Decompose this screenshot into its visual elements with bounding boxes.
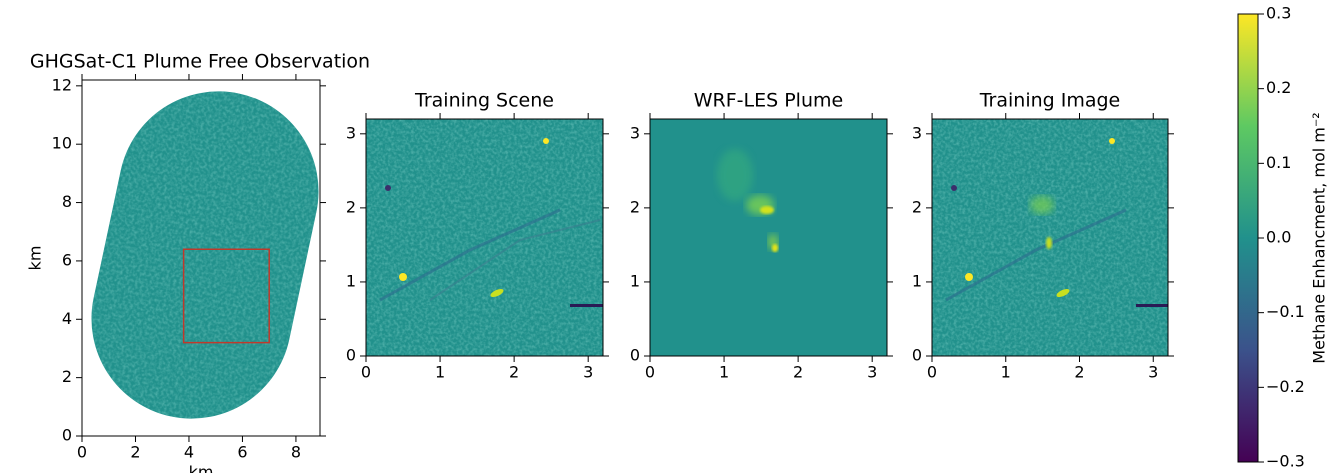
- x-tick-label: 2: [1074, 363, 1084, 382]
- panel-title: Training Scene: [414, 90, 554, 112]
- x-tick-label: 2: [509, 363, 519, 382]
- colorbar-tick-label: −0.1: [1266, 302, 1305, 321]
- x-tick-label: 2: [793, 363, 803, 382]
- axes-frame: [931, 118, 1169, 357]
- y-tick-label: 3: [630, 123, 640, 142]
- x-tick-label: 1: [719, 363, 729, 382]
- panel-title: WRF-LES Plume: [694, 90, 843, 112]
- y-axis-label: km: [26, 246, 45, 271]
- x-tick-label: 2: [130, 443, 140, 462]
- panel-title: GHGSat-C1 Plume Free Observation: [30, 51, 370, 73]
- colorbar-tick-label: −0.2: [1266, 377, 1305, 396]
- swath-image: [91, 91, 319, 419]
- y-tick-label: 0: [62, 426, 72, 445]
- y-tick-label: 3: [912, 123, 922, 142]
- y-tick-label: 6: [62, 250, 72, 269]
- axes-frame: [649, 118, 888, 357]
- x-tick-label: 3: [1148, 363, 1158, 382]
- y-tick-label: 0: [346, 346, 356, 365]
- y-tick-label: 1: [630, 271, 640, 290]
- colorbar-tick-label: −0.3: [1266, 452, 1305, 471]
- y-tick-label: 2: [630, 197, 640, 216]
- y-tick-label: 2: [346, 197, 356, 216]
- x-tick-label: 6: [237, 443, 247, 462]
- y-tick-label: 1: [346, 271, 356, 290]
- y-tick-label: 1: [912, 271, 922, 290]
- x-tick-label: 0: [361, 363, 371, 382]
- x-tick-label: 0: [77, 443, 87, 462]
- region-box: [182, 248, 270, 344]
- colorbar-tick-label: 0.1: [1266, 153, 1291, 172]
- y-tick-label: 8: [62, 192, 72, 211]
- x-axis-label: km: [189, 463, 214, 473]
- y-tick-label: 0: [912, 346, 922, 365]
- x-tick-label: 0: [927, 363, 937, 382]
- x-tick-label: 3: [583, 363, 593, 382]
- training-image: [932, 119, 1168, 356]
- y-tick-label: 2: [62, 367, 72, 386]
- y-tick-label: 3: [346, 123, 356, 142]
- y-tick-label: 10: [52, 134, 72, 153]
- y-tick-label: 2: [912, 197, 922, 216]
- x-tick-label: 8: [291, 443, 301, 462]
- y-tick-label: 12: [52, 75, 72, 94]
- x-tick-label: 3: [867, 363, 877, 382]
- axes-frame: [81, 79, 321, 437]
- y-tick-label: 4: [62, 309, 72, 328]
- x-tick-label: 0: [645, 363, 655, 382]
- scene-image: [366, 119, 603, 356]
- x-tick-label: 1: [1001, 363, 1011, 382]
- colorbar-tick-label: 0.3: [1266, 4, 1291, 23]
- x-tick-label: 1: [435, 363, 445, 382]
- colorbar: [1237, 13, 1259, 463]
- colorbar-tick-label: 0.0: [1266, 228, 1291, 247]
- colorbar-tick-label: 0.2: [1266, 78, 1291, 97]
- panel-title: Training Image: [979, 90, 1121, 112]
- y-tick-label: 0: [630, 346, 640, 365]
- x-tick-label: 4: [184, 443, 194, 462]
- axes-frame: [365, 118, 604, 357]
- colorbar-label: Methane Enhancment, mol m⁻²: [1310, 112, 1329, 363]
- plume-image: [650, 119, 887, 356]
